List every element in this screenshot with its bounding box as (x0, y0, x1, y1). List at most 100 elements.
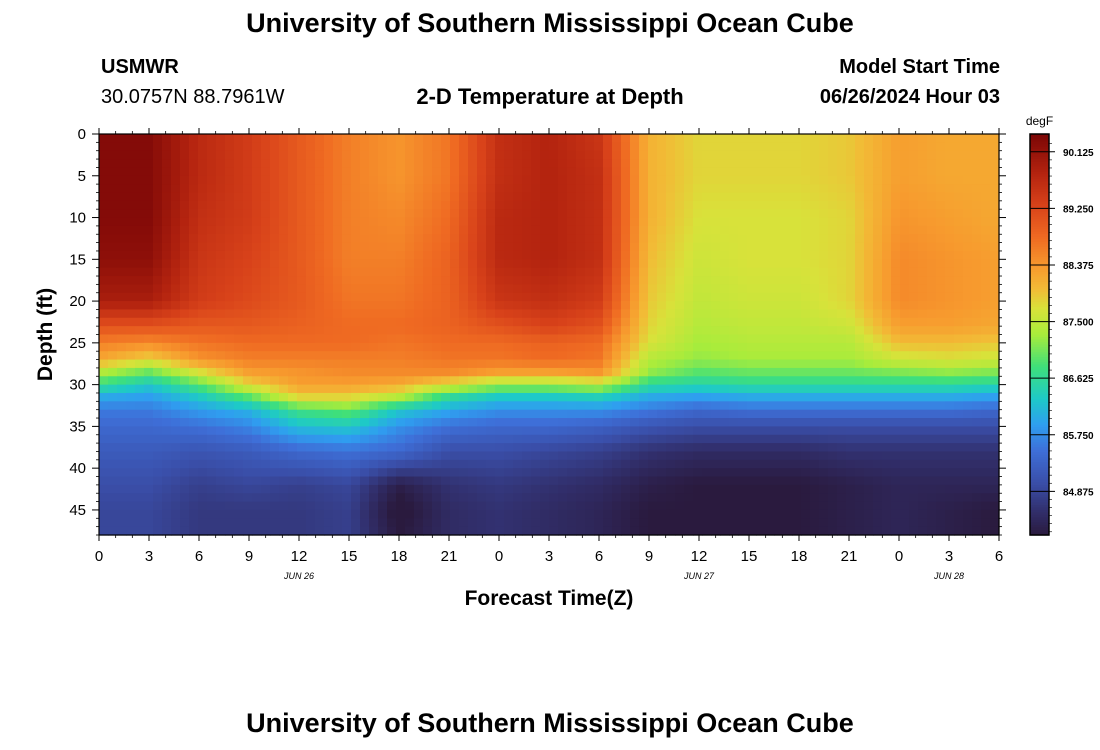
heatmap-cell (702, 159, 712, 169)
heatmap-cell (198, 209, 208, 219)
heatmap-cell (747, 209, 757, 219)
heatmap-cell (423, 334, 433, 344)
heatmap-cell (171, 401, 181, 411)
heatmap-cell (918, 301, 928, 311)
heatmap-cell (729, 209, 739, 219)
heatmap-cell (774, 326, 784, 336)
heatmap-cell (918, 426, 928, 436)
heatmap-cell (135, 409, 145, 419)
heatmap-cell (252, 351, 262, 361)
heatmap-cell (765, 134, 775, 143)
heatmap-cell (972, 493, 982, 503)
heatmap-cell (567, 134, 577, 143)
heatmap-cell (846, 150, 856, 160)
heatmap-cell (684, 259, 694, 269)
heatmap-cell (162, 242, 172, 252)
heatmap-cell (540, 301, 550, 311)
heatmap-cell (639, 250, 649, 260)
heatmap-cell (252, 159, 262, 169)
heatmap-cell (450, 217, 460, 227)
heatmap-cell (801, 476, 811, 486)
heatmap-cell (549, 476, 559, 486)
heatmap-cell (171, 434, 181, 444)
heatmap-cell (774, 217, 784, 227)
heatmap-cell (756, 134, 766, 143)
heatmap-cell (153, 384, 163, 394)
heatmap-cell (576, 468, 586, 478)
heatmap-cell (765, 159, 775, 169)
heatmap-cell (306, 301, 316, 311)
heatmap-cell (252, 518, 262, 528)
heatmap-cell (225, 451, 235, 461)
heatmap-cell (117, 484, 127, 494)
heatmap-cell (207, 418, 217, 427)
heatmap-cell (855, 175, 865, 185)
heatmap-cell (234, 184, 244, 194)
heatmap-cell (252, 150, 262, 160)
heatmap-cell (639, 459, 649, 469)
heatmap-cell (333, 225, 343, 235)
heatmap-cell (540, 284, 550, 294)
heatmap-cell (540, 493, 550, 503)
heatmap-cell (828, 259, 838, 269)
heatmap-cell (675, 484, 685, 494)
heatmap-cell (414, 284, 424, 294)
heatmap-cell (774, 292, 784, 302)
heatmap-cell (252, 434, 262, 444)
heatmap-cell (747, 443, 757, 453)
heatmap-cell (963, 259, 973, 269)
heatmap-cell (441, 367, 451, 377)
heatmap-cell (180, 267, 190, 277)
heatmap-cell (729, 301, 739, 311)
heatmap-cell (225, 384, 235, 394)
heatmap-cell (198, 342, 208, 352)
heatmap-cell (900, 175, 910, 185)
heatmap-cell (711, 234, 721, 244)
heatmap-cell (909, 418, 919, 427)
heatmap-cell (765, 384, 775, 394)
heatmap-cell (972, 518, 982, 528)
heatmap-cell (522, 501, 532, 511)
heatmap-cell (234, 526, 244, 536)
heatmap-cell (864, 443, 874, 453)
heatmap-cell (252, 317, 262, 327)
heatmap-cell (936, 434, 946, 444)
heatmap-cell (594, 217, 604, 227)
heatmap-cell (135, 501, 145, 511)
heatmap-cell (459, 376, 469, 386)
heatmap-cell (918, 342, 928, 352)
heatmap-cell (153, 434, 163, 444)
heatmap-cell (801, 351, 811, 361)
heatmap-cell (117, 217, 127, 227)
heatmap-cell (495, 292, 505, 302)
heatmap-cell (342, 309, 352, 319)
heatmap-cell (729, 242, 739, 252)
heatmap-cell (396, 392, 406, 402)
heatmap-cell (837, 468, 847, 478)
heatmap-cell (648, 217, 658, 227)
heatmap-cell (324, 259, 334, 269)
heatmap-cell (648, 200, 658, 210)
heatmap-cell (486, 392, 496, 402)
heatmap-cell (450, 284, 460, 294)
heatmap-cell (153, 167, 163, 177)
heatmap-cell (387, 476, 397, 486)
heatmap-cell (405, 401, 415, 411)
x-tick-label: 6 (195, 548, 203, 565)
heatmap-cell (927, 159, 937, 169)
heatmap-cell (837, 184, 847, 194)
heatmap-cell (324, 342, 334, 352)
heatmap-cell (477, 342, 487, 352)
heatmap-cell (819, 326, 829, 336)
heatmap-cell (504, 192, 514, 202)
heatmap-cell (891, 209, 901, 219)
heatmap-cell (513, 476, 523, 486)
heatmap-cell (459, 317, 469, 327)
heatmap-cell (108, 334, 118, 344)
heatmap-cell (441, 384, 451, 394)
heatmap-cell (468, 242, 478, 252)
heatmap-cell (711, 142, 721, 152)
heatmap-cell (675, 401, 685, 411)
heatmap-cell (450, 493, 460, 503)
heatmap-cell (405, 209, 415, 219)
